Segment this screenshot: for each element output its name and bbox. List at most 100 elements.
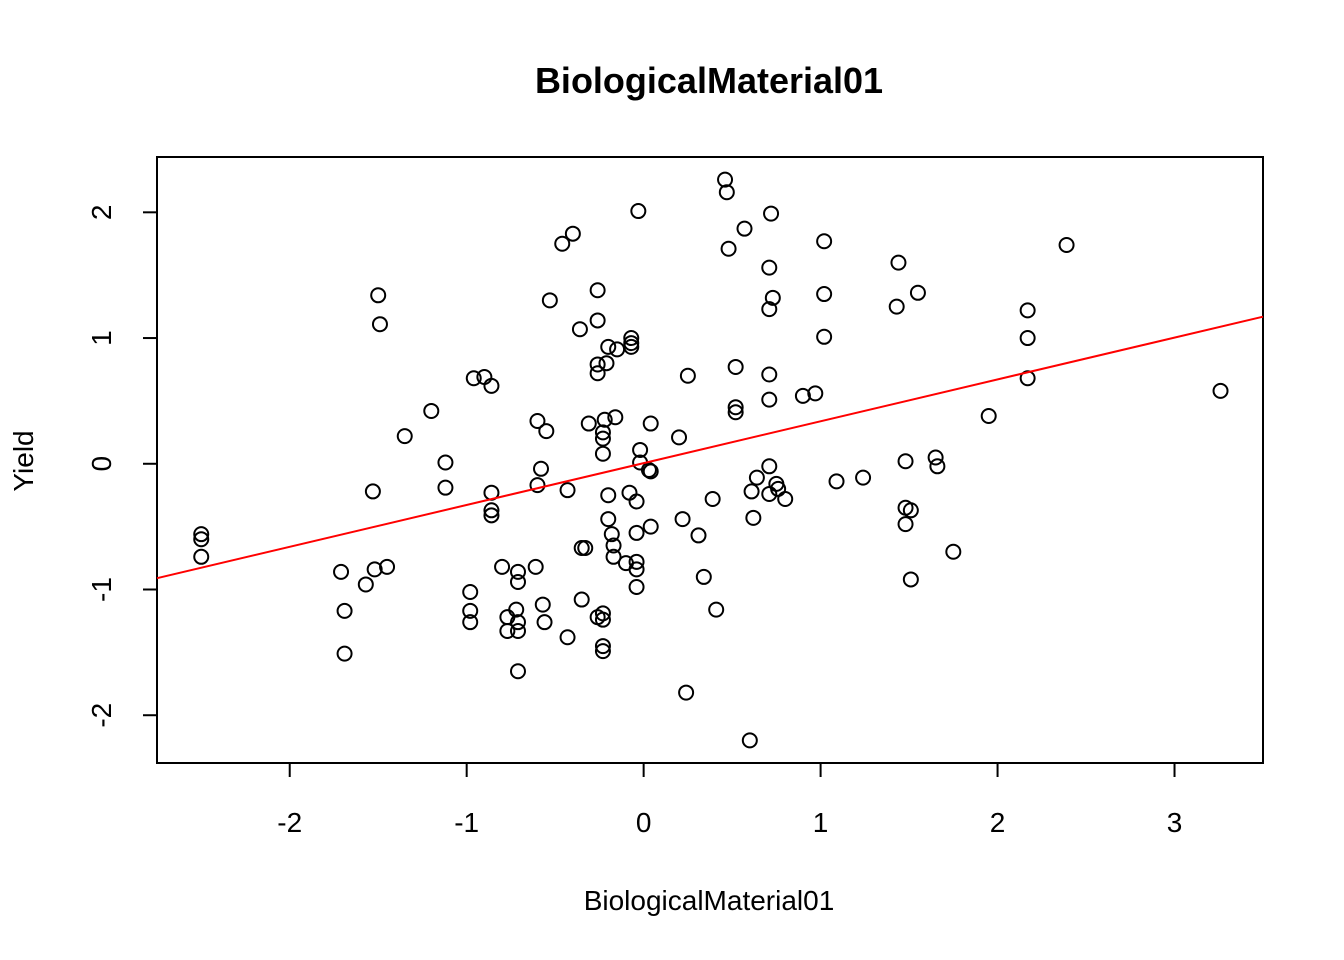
data-point (763, 205, 780, 222)
data-point (529, 413, 546, 430)
data-point (807, 385, 824, 402)
data-point (727, 399, 744, 416)
data-point (708, 601, 725, 618)
data-point (465, 370, 482, 387)
data-point (642, 415, 659, 432)
data-point (945, 543, 962, 560)
data-point (736, 220, 753, 237)
plot-area (193, 171, 1229, 749)
data-point (727, 404, 744, 421)
data-point (509, 573, 526, 590)
data-point (1019, 330, 1036, 347)
data-point (690, 527, 707, 544)
data-point (336, 645, 353, 662)
data-point (902, 571, 919, 588)
data-point (577, 540, 594, 557)
data-point (630, 203, 647, 220)
data-point (695, 568, 712, 585)
data-point (462, 602, 479, 619)
data-point (476, 369, 493, 386)
data-point (855, 469, 872, 486)
data-point (483, 502, 500, 519)
data-point (927, 449, 944, 466)
y-tick-label: -2 (86, 703, 117, 728)
x-tick-label: -1 (454, 807, 479, 838)
data-point (1019, 302, 1036, 319)
data-point (541, 292, 558, 309)
regression-line (156, 315, 1264, 580)
data-point (594, 430, 611, 447)
data-point (607, 409, 624, 426)
data-point (437, 454, 454, 471)
data-point (423, 402, 440, 419)
data-point (564, 225, 581, 242)
data-point (509, 614, 526, 631)
data-point (828, 473, 845, 490)
data-point (727, 358, 744, 375)
data-point (603, 526, 620, 543)
data-point (600, 338, 617, 355)
data-point (623, 330, 640, 347)
data-point (538, 423, 555, 440)
data-point (580, 415, 597, 432)
data-point (980, 407, 997, 424)
data-point (508, 601, 525, 618)
data-point (598, 355, 615, 372)
x-tick-label: -2 (277, 807, 302, 838)
data-point (594, 605, 611, 622)
data-point (594, 424, 611, 441)
data-point (888, 298, 905, 315)
data-point (718, 184, 735, 201)
data-point (628, 561, 645, 578)
data-point (509, 663, 526, 680)
y-tick-label: -1 (86, 577, 117, 602)
data-point (364, 483, 381, 500)
data-point (573, 591, 590, 608)
data-point (761, 391, 778, 408)
x-tick-label: 2 (990, 807, 1006, 838)
data-point (594, 445, 611, 462)
data-point (370, 287, 387, 304)
data-point (816, 328, 833, 345)
data-point (571, 321, 588, 338)
data-point (494, 558, 511, 575)
data-point (594, 638, 611, 655)
data-point (632, 441, 649, 458)
data-point (1019, 370, 1036, 387)
data-point (333, 563, 350, 580)
data-point (704, 490, 721, 507)
data-point (628, 553, 645, 570)
data-point (366, 561, 383, 578)
data-point (816, 233, 833, 250)
data-point (764, 289, 781, 306)
y-tick-label: 2 (86, 205, 117, 221)
data-point (371, 316, 388, 333)
data-point (890, 254, 907, 271)
data-point (605, 548, 622, 565)
x-axis-label: BiologicalMaterial01 (584, 885, 835, 916)
data-point (534, 596, 551, 613)
data-point (897, 516, 914, 533)
data-point (437, 479, 454, 496)
data-point (741, 732, 758, 749)
data-point (589, 282, 606, 299)
chart-title: BiologicalMaterial01 (535, 60, 883, 101)
data-point (628, 578, 645, 595)
x-tick-label: 3 (1167, 807, 1183, 838)
plot-frame (156, 156, 1264, 764)
data-point (909, 284, 926, 301)
y-axis: -2 -1 0 1 2 (86, 205, 157, 728)
data-point (536, 614, 553, 631)
data-point (529, 477, 546, 494)
data-point (777, 490, 794, 507)
data-point (628, 493, 645, 510)
data-point (761, 301, 778, 318)
data-point (642, 518, 659, 535)
data-point (605, 537, 622, 554)
data-point (902, 502, 919, 519)
data-point (623, 338, 640, 355)
y-axis-label: Yield (8, 430, 39, 491)
data-point (748, 469, 765, 486)
data-point (642, 463, 659, 480)
